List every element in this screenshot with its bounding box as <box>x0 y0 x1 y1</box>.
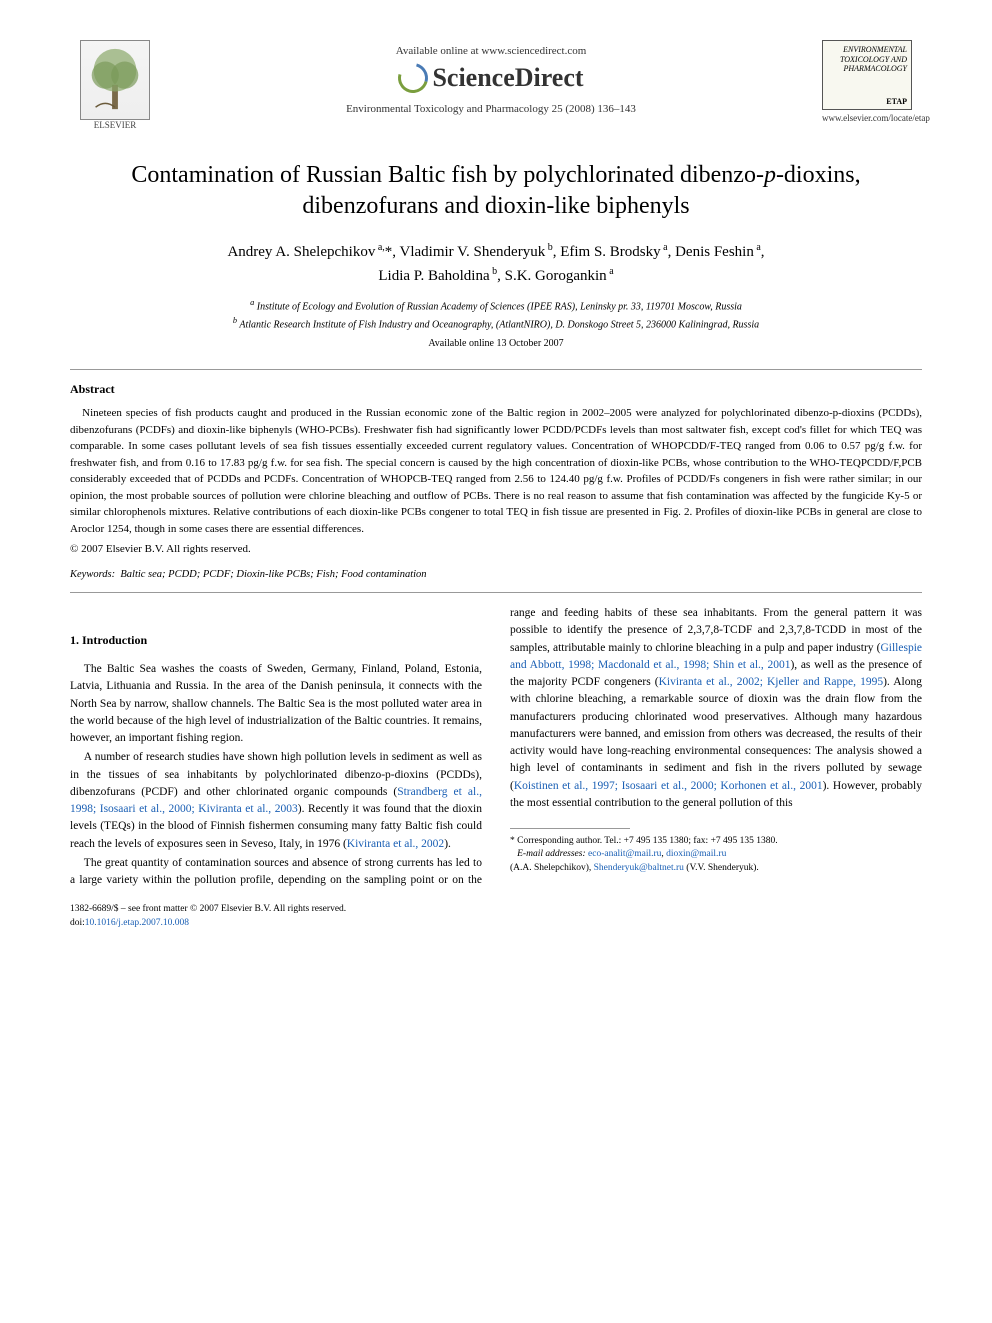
elsevier-label: ELSEVIER <box>70 120 160 130</box>
title-text: Contamination of Russian Baltic fish by … <box>131 162 860 219</box>
issn-line: 1382-6689/$ – see front matter © 2007 El… <box>70 903 922 916</box>
affiliation-b: b Atlantic Research Institute of Fish In… <box>70 315 922 332</box>
article-title: Contamination of Russian Baltic fish by … <box>70 160 922 222</box>
footnote-separator <box>510 828 630 829</box>
cover-abbrev: ETAP <box>886 97 907 107</box>
doi-link[interactable]: 10.1016/j.etap.2007.10.008 <box>85 918 189 928</box>
abstract-header: Abstract <box>70 382 922 397</box>
doi-line: doi:10.1016/j.etap.2007.10.008 <box>70 917 922 930</box>
journal-cover-box: ENVIRONMENTAL TOXICOLOGY AND PHARMACOLOG… <box>822 40 912 110</box>
authors-list: Andrey A. Shelepchikov a,*, Vladimir V. … <box>70 240 922 287</box>
copyright-line: © 2007 Elsevier B.V. All rights reserved… <box>70 543 922 555</box>
available-online-text: Available online at www.sciencedirect.co… <box>160 45 822 57</box>
sciencedirect-block: Available online at www.sciencedirect.co… <box>160 40 822 115</box>
section-introduction-header: 1. Introduction <box>70 631 482 649</box>
email-link[interactable]: dioxin@mail.ru <box>666 849 726 859</box>
cover-line2: TOXICOLOGY AND <box>827 55 907 65</box>
journal-reference: Environmental Toxicology and Pharmacolog… <box>160 103 822 115</box>
journal-cover: ENVIRONMENTAL TOXICOLOGY AND PHARMACOLOG… <box>822 40 922 123</box>
available-date: Available online 13 October 2007 <box>70 338 922 349</box>
divider <box>70 369 922 370</box>
cover-line1: ENVIRONMENTAL <box>827 45 907 55</box>
affiliations: a Institute of Ecology and Evolution of … <box>70 297 922 332</box>
corresponding-author: * Corresponding author. Tel.: +7 495 135… <box>510 835 922 848</box>
sciencedirect-label: ScienceDirect <box>432 63 583 93</box>
citation-link[interactable]: Kiviranta et al., 2002 <box>347 838 444 850</box>
elsevier-tree-icon <box>80 40 150 120</box>
sciencedirect-logo: ScienceDirect <box>160 63 822 93</box>
intro-p2: A number of research studies have shown … <box>70 749 482 853</box>
page-footer: 1382-6689/$ – see front matter © 2007 El… <box>70 903 922 930</box>
body-two-column: 1. Introduction The Baltic Sea washes th… <box>70 605 922 889</box>
email-link[interactable]: Shenderyuk@baltnet.ru <box>594 863 684 873</box>
keywords-list: Baltic sea; PCDD; PCDF; Dioxin-like PCBs… <box>120 569 426 580</box>
keywords-label: Keywords: <box>70 569 115 580</box>
journal-header: ELSEVIER Available online at www.science… <box>70 40 922 130</box>
cover-line3: PHARMACOLOGY <box>827 64 907 74</box>
abstract-body: Nineteen species of fish products caught… <box>70 405 922 537</box>
email-line: E-mail addresses: eco-analit@mail.ru, di… <box>510 848 922 861</box>
elsevier-logo: ELSEVIER <box>70 40 160 130</box>
citation-link[interactable]: Koistinen et al., 1997; Isosaari et al.,… <box>514 780 823 792</box>
divider <box>70 592 922 593</box>
intro-p1: The Baltic Sea washes the coasts of Swed… <box>70 661 482 747</box>
email-name-line: (A.A. Shelepchikov), Shenderyuk@baltnet.… <box>510 862 922 875</box>
corresponding-footnote: * Corresponding author. Tel.: +7 495 135… <box>510 835 922 875</box>
email-link[interactable]: eco-analit@mail.ru <box>588 849 661 859</box>
journal-url: www.elsevier.com/locate/etap <box>822 113 922 123</box>
sciencedirect-swoosh-icon <box>393 58 434 99</box>
affiliation-a: a Institute of Ecology and Evolution of … <box>70 297 922 314</box>
keywords: Keywords: Baltic sea; PCDD; PCDF; Dioxin… <box>70 569 922 580</box>
citation-link[interactable]: Kiviranta et al., 2002; Kjeller and Rapp… <box>659 676 883 688</box>
